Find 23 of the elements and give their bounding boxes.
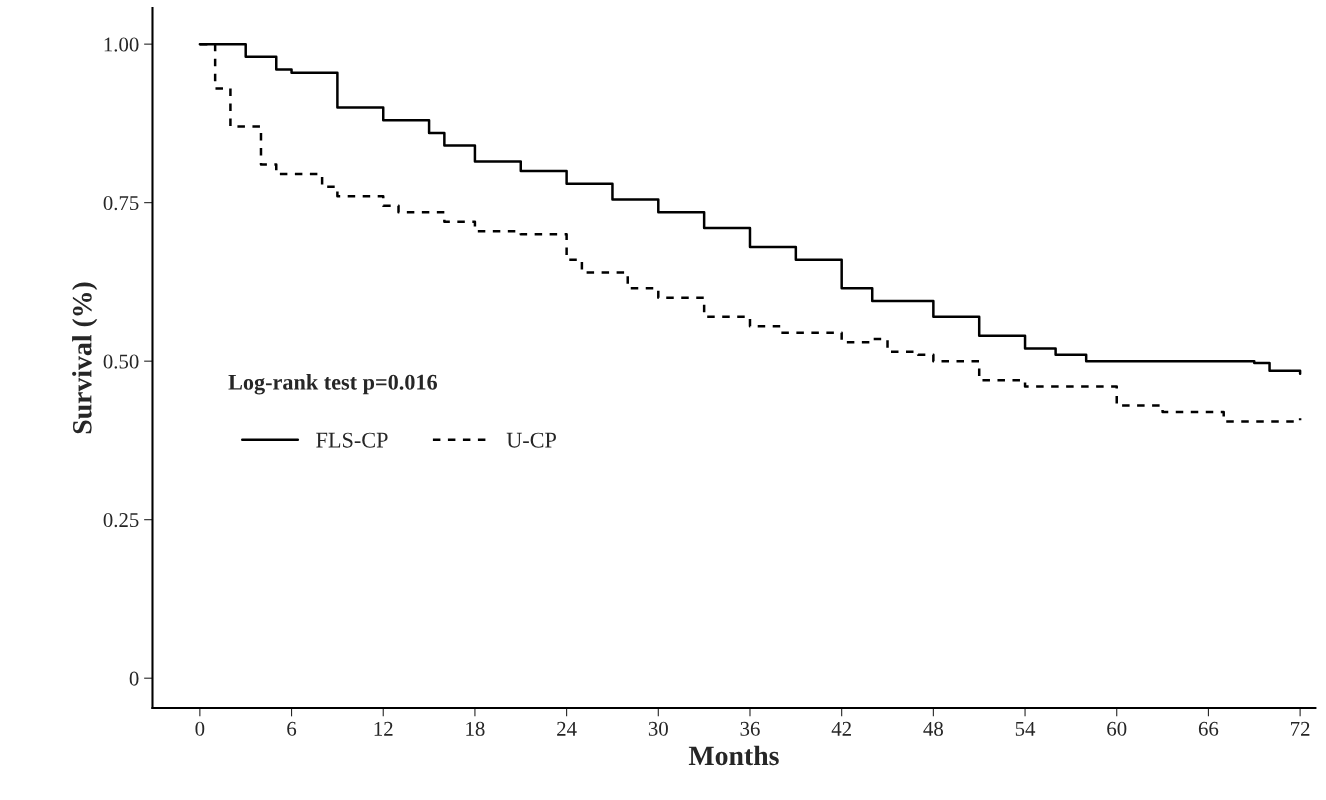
- legend-label: U-CP: [506, 432, 556, 448]
- y-tick-label: 1.00: [104, 37, 139, 52]
- x-tick-label: 18: [466, 721, 485, 736]
- y-tick-label: 0.25: [103, 513, 139, 528]
- y-tick-label: 0.75: [103, 196, 139, 211]
- x-tick-label: 42: [831, 721, 851, 736]
- x-tick-label: 12: [374, 721, 393, 736]
- legend-label: FLS-CP: [316, 432, 388, 448]
- x-tick-label: 24: [557, 721, 577, 736]
- x-tick-label: 48: [923, 721, 943, 736]
- x-tick-label: 54: [1015, 721, 1036, 736]
- x-tick-label: 66: [1198, 721, 1219, 736]
- x-axis-title: Months: [688, 745, 779, 766]
- y-axis-title: Survival (%): [72, 282, 98, 434]
- y-tick-label: 0: [129, 671, 139, 686]
- x-tick-label: 72: [1291, 721, 1310, 736]
- x-tick-label: 60: [1107, 721, 1127, 736]
- x-tick-label: 0: [195, 721, 205, 736]
- annotation: Log-rank test p=0.016: [228, 374, 438, 395]
- x-tick-label: 36: [740, 721, 760, 736]
- x-tick-label: 6: [287, 721, 297, 736]
- x-tick-label: 30: [648, 721, 668, 736]
- y-tick-label: 0.50: [103, 354, 139, 369]
